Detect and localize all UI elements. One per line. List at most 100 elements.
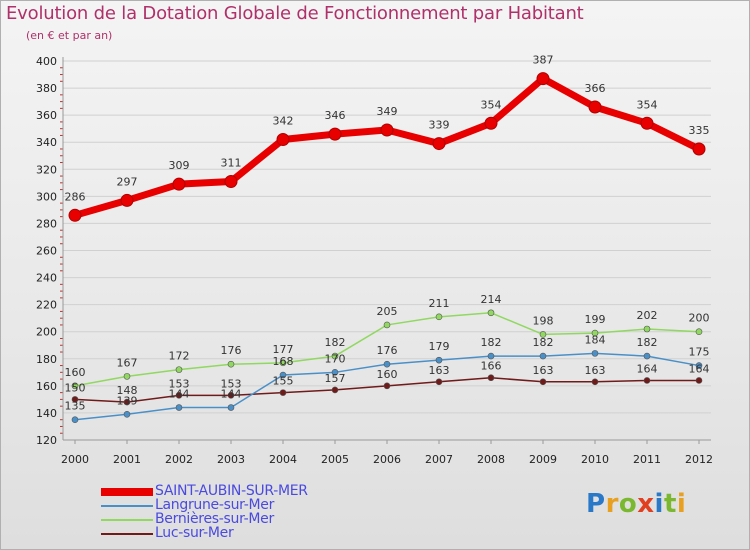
data-label: 205 [377, 305, 398, 318]
data-label: 144 [221, 388, 242, 401]
data-point [123, 373, 131, 380]
data-label: 182 [533, 336, 554, 349]
data-label: 160 [65, 366, 86, 379]
data-point [435, 378, 443, 386]
data-point [539, 378, 547, 386]
legend-swatch [101, 488, 153, 496]
legend-item-luc: Luc-sur-Mer [101, 525, 361, 541]
chart-subtitle: (en € et par an) [26, 29, 113, 42]
data-label: 144 [169, 388, 190, 401]
legend-item-saint-aubin: SAINT-AUBIN-SUR-MER [101, 483, 361, 499]
data-label: 157 [325, 372, 346, 385]
data-label: 309 [169, 159, 190, 172]
x-tick-label: 2005 [321, 453, 349, 466]
data-point [227, 392, 235, 399]
data-label: 339 [429, 119, 450, 132]
data-label: 167 [117, 356, 138, 369]
data-point [591, 350, 599, 357]
data-label: 182 [481, 336, 502, 349]
legend-label: SAINT-AUBIN-SUR-MER [155, 483, 308, 499]
x-tick-label: 2010 [581, 453, 609, 466]
data-label: 198 [533, 314, 554, 327]
data-point [432, 137, 446, 151]
data-point [123, 410, 131, 418]
data-label: 297 [117, 175, 138, 188]
data-point [276, 133, 290, 147]
data-label: 139 [117, 394, 138, 407]
data-label: 346 [325, 109, 346, 122]
data-point [331, 352, 339, 360]
data-label: 211 [429, 297, 450, 310]
logo-letter: o [618, 489, 638, 519]
y-tick-label: 340 [36, 136, 57, 149]
chart-title: Evolution de la Dotation Globale de Fonc… [6, 3, 584, 24]
logo-letter: r [605, 489, 619, 519]
logo-letter: i [654, 489, 664, 519]
data-label: 202 [637, 309, 658, 322]
data-point [487, 309, 495, 317]
data-point [175, 366, 183, 373]
y-tick-label: 160 [36, 380, 57, 393]
data-label: 153 [169, 377, 190, 390]
data-point [383, 382, 391, 390]
x-tick-label: 2003 [217, 453, 245, 466]
data-point [380, 123, 394, 137]
x-tick-label: 2011 [633, 453, 661, 466]
y-tick-label: 220 [36, 299, 57, 312]
data-label: 135 [65, 400, 86, 413]
data-label: 163 [585, 364, 606, 377]
data-label: 354 [481, 98, 502, 111]
legend-label: Bernières-sur-Mer [155, 511, 274, 527]
data-label: 164 [637, 362, 658, 375]
data-point [435, 313, 443, 321]
x-tick-label: 2001 [113, 453, 141, 466]
y-tick-label: 300 [36, 190, 57, 203]
legend-swatch [101, 505, 153, 507]
y-tick-label: 320 [36, 163, 57, 176]
grid [63, 60, 711, 441]
data-point [588, 100, 602, 114]
data-point [539, 352, 547, 360]
data-label: 168 [273, 355, 294, 368]
data-label: 200 [689, 312, 710, 325]
data-label: 182 [637, 336, 658, 349]
y-tick-label: 400 [36, 55, 57, 68]
data-label: 349 [377, 105, 398, 118]
data-label: 214 [481, 293, 502, 306]
data-point [279, 371, 287, 379]
data-label: 335 [689, 124, 710, 137]
data-point [227, 360, 235, 368]
data-point [279, 359, 287, 367]
logo-letter: i [676, 489, 687, 519]
data-point [435, 356, 443, 364]
data-point [279, 389, 287, 396]
data-point [643, 325, 651, 333]
data-label: 387 [533, 54, 554, 67]
data-point [331, 386, 339, 394]
x-tick-label: 2006 [373, 453, 401, 466]
x-tick-label: 2009 [529, 453, 557, 466]
data-point [591, 329, 599, 337]
data-label: 172 [169, 350, 190, 363]
legend-label: Luc-sur-Mer [155, 525, 234, 541]
y-tick-label: 280 [36, 217, 57, 230]
data-point [692, 142, 706, 156]
data-point [172, 177, 186, 191]
data-label: 286 [65, 190, 86, 203]
legend-item-langrune: Langrune-sur-Mer [101, 497, 361, 513]
data-point [227, 404, 235, 411]
y-tick-label: 380 [36, 82, 57, 95]
legend-item-bernieres: Bernières-sur-Mer [101, 511, 361, 527]
data-label: 163 [533, 364, 554, 377]
data-point [71, 416, 79, 423]
data-label: 342 [273, 115, 294, 128]
data-point [643, 377, 651, 384]
legend-swatch [101, 533, 153, 535]
x-tick-label: 2012 [685, 453, 713, 466]
data-point [68, 208, 82, 222]
data-point [71, 396, 79, 403]
data-point [487, 352, 495, 360]
data-label: 150 [65, 381, 86, 394]
data-label: 176 [221, 344, 242, 357]
